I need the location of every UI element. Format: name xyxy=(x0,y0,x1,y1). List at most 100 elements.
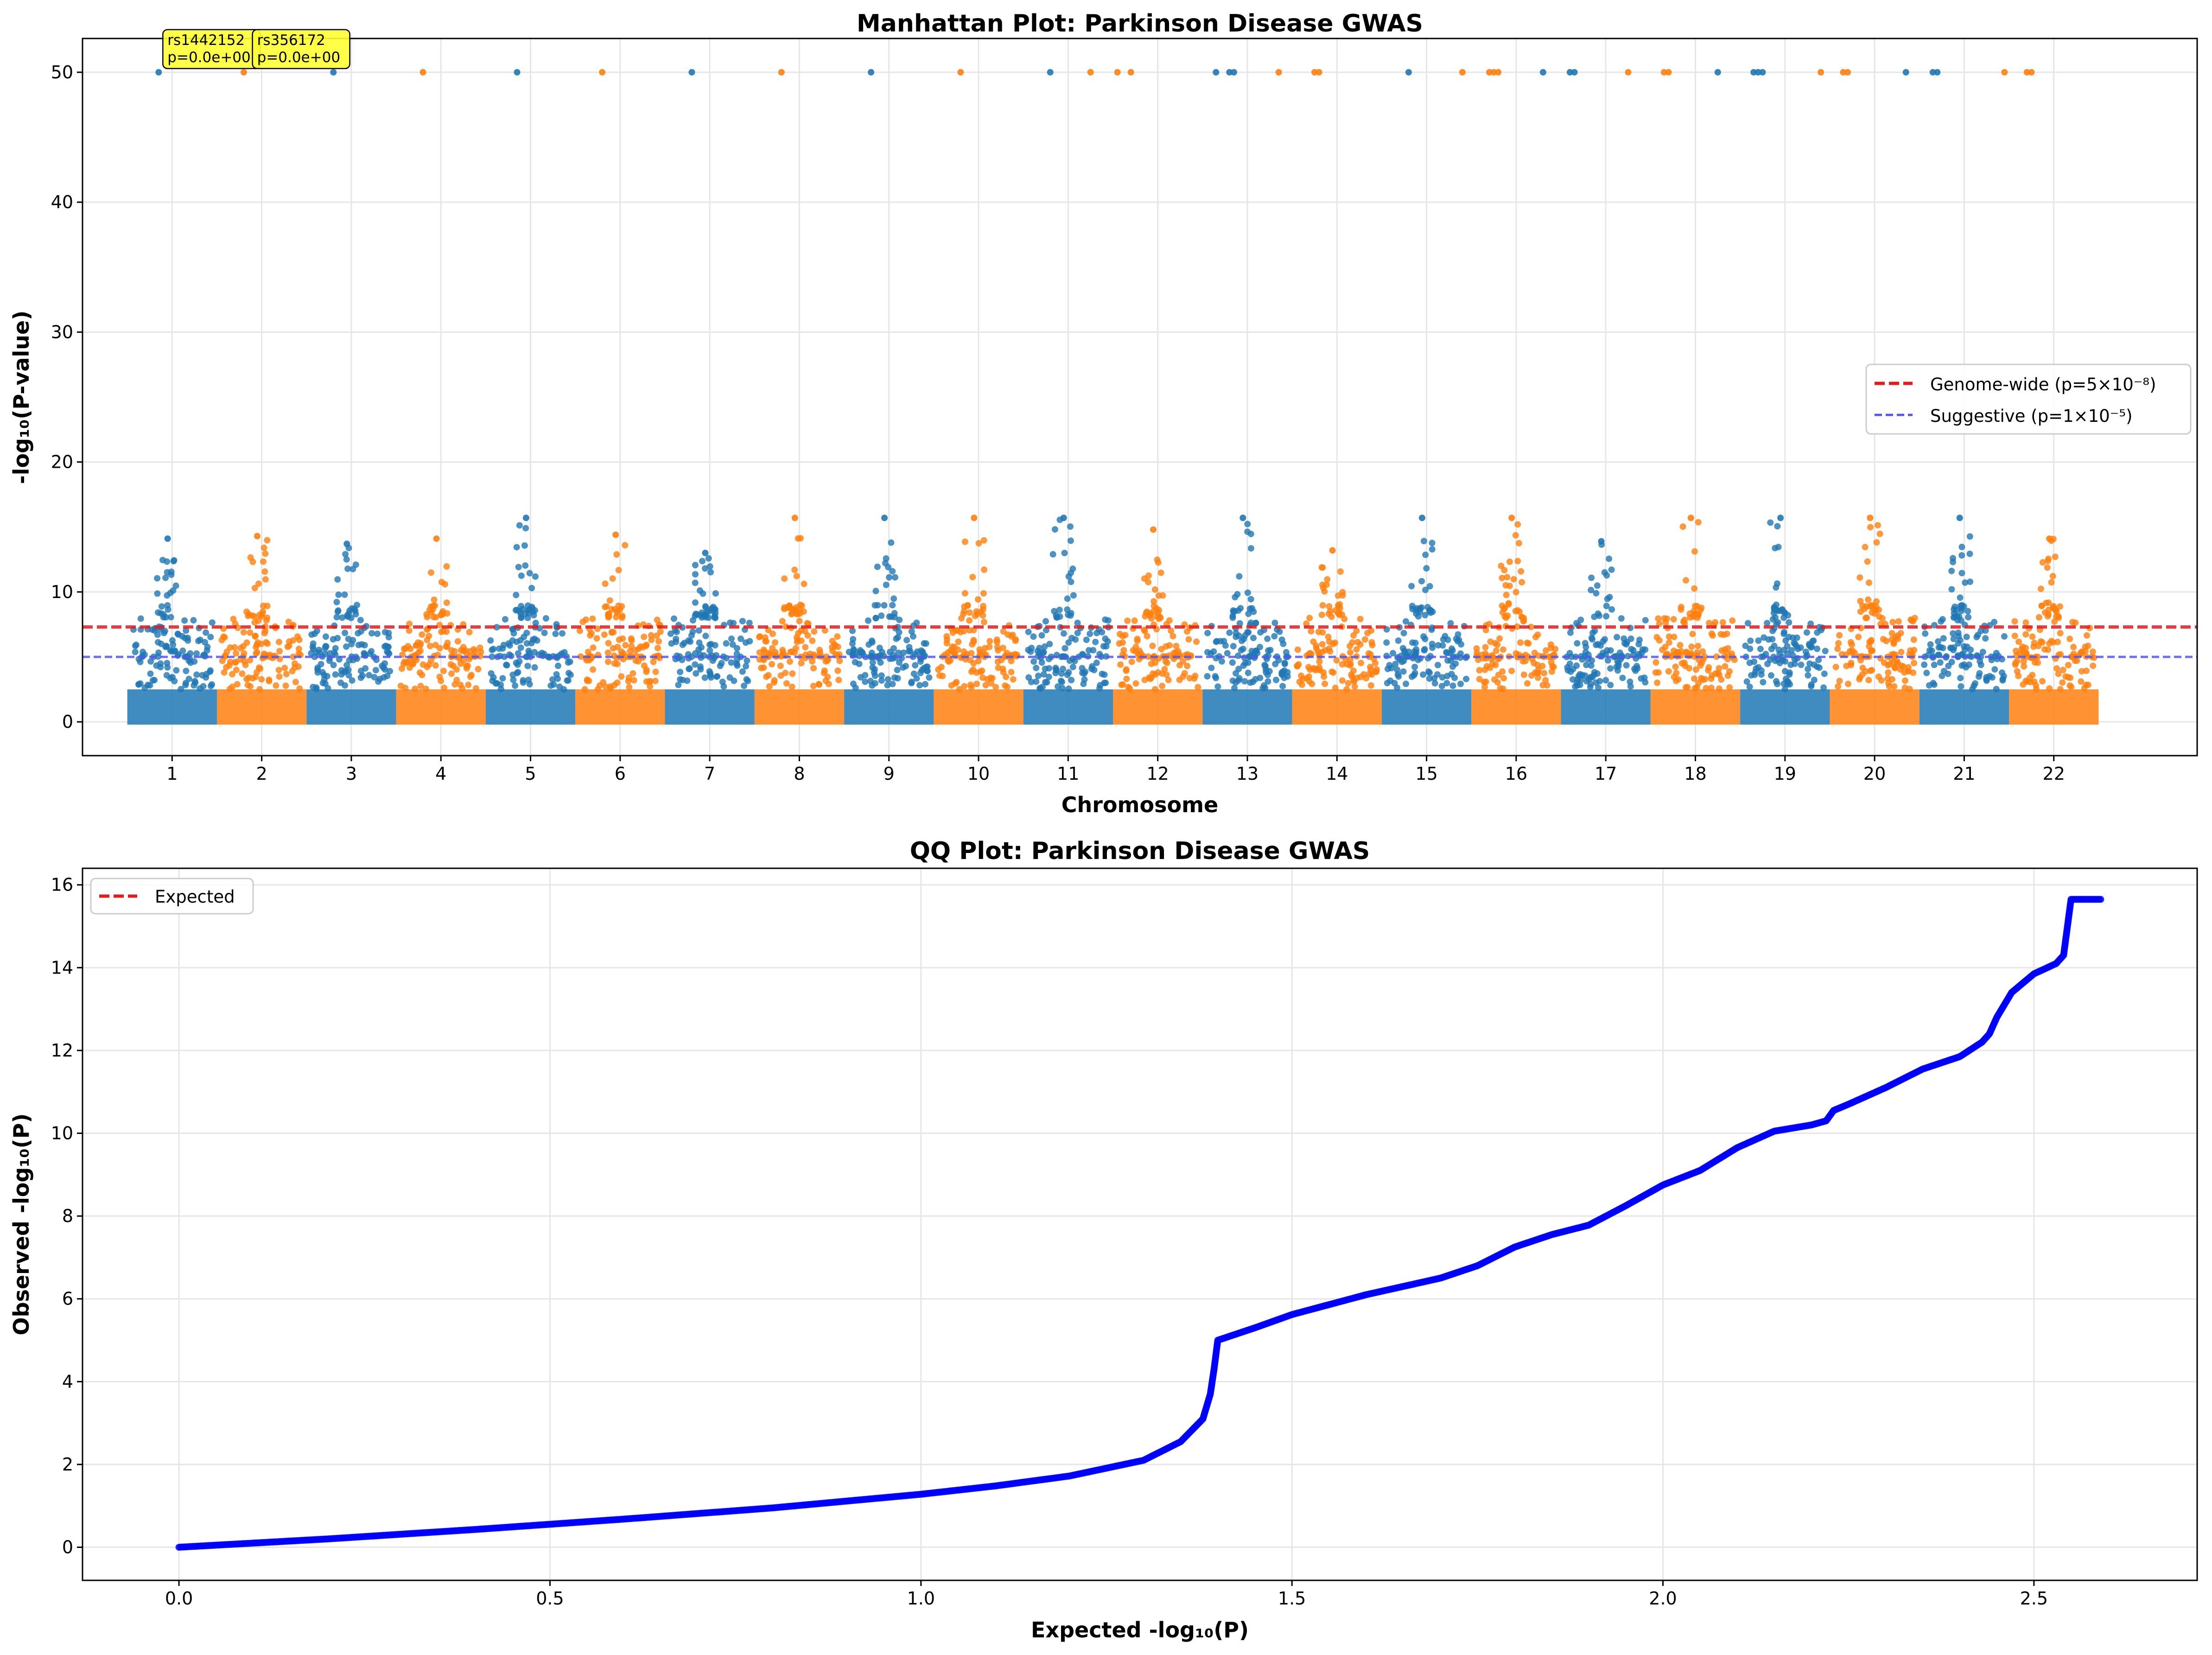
snp-point xyxy=(900,649,907,656)
snp-point xyxy=(525,648,532,655)
snp-point xyxy=(2021,663,2028,670)
snp-point xyxy=(167,675,174,681)
snp-point xyxy=(1963,633,1970,640)
snp-point xyxy=(1070,592,1077,599)
snp-point xyxy=(1885,669,1892,676)
snp-point xyxy=(1500,685,1506,692)
snp-point xyxy=(1524,639,1531,646)
snp-point xyxy=(1157,613,1163,620)
snp-capped-point xyxy=(2001,69,2008,76)
snp-point xyxy=(261,568,268,575)
snp-point xyxy=(793,573,800,579)
snp-point xyxy=(1244,528,1251,535)
snp-point xyxy=(992,684,999,691)
snp-point xyxy=(2015,638,2022,645)
manhattan-y-label: -log₁₀(P-value) xyxy=(9,311,34,484)
snp-point xyxy=(795,535,801,542)
snp-point xyxy=(440,668,447,675)
snp-point xyxy=(420,661,426,668)
snp-point xyxy=(670,615,677,622)
snp-point xyxy=(1236,573,1243,580)
snp-point xyxy=(1931,662,1938,668)
snp-point xyxy=(1910,669,1917,676)
snp-point xyxy=(1935,638,1942,645)
snp-point xyxy=(1120,647,1127,654)
snp-point xyxy=(1845,681,1852,687)
snp-point xyxy=(677,676,684,683)
snp-point xyxy=(1226,629,1233,636)
snp-point xyxy=(1671,633,1678,640)
snp-point xyxy=(1418,578,1425,585)
snp-point xyxy=(698,644,705,651)
snp-point xyxy=(613,614,620,621)
snp-point xyxy=(1350,667,1357,674)
snp-point xyxy=(970,666,977,673)
snp-point xyxy=(627,648,634,655)
snp-peak-point xyxy=(164,535,171,542)
snp-peak-point xyxy=(343,541,350,547)
snp-point xyxy=(183,668,190,675)
snp-point xyxy=(1482,644,1489,651)
snp-point xyxy=(1857,598,1864,605)
snp-point xyxy=(1773,584,1780,591)
snp-point xyxy=(1805,672,1812,679)
snp-point xyxy=(2020,658,2027,665)
snp-point xyxy=(1687,614,1694,621)
snp-point xyxy=(2046,685,2053,692)
snp-point xyxy=(566,658,573,665)
snp-point xyxy=(384,673,391,680)
snp-point xyxy=(1512,532,1519,539)
snp-point xyxy=(1271,633,1278,640)
snp-point xyxy=(1369,642,1376,649)
snp-capped-point xyxy=(2023,69,2030,76)
snp-point xyxy=(1087,630,1093,637)
snp-point xyxy=(2044,613,2051,620)
snp-point xyxy=(2090,662,2097,669)
snp-point xyxy=(1548,668,1555,675)
snp-point xyxy=(1353,627,1360,634)
snp-point xyxy=(1185,636,1192,643)
snp-band xyxy=(754,689,845,725)
snp-capped-point xyxy=(420,69,426,76)
snp-annotation-box xyxy=(252,29,350,70)
snp-point xyxy=(154,631,161,638)
snp-point xyxy=(1570,676,1576,683)
snp-point xyxy=(1821,670,1828,677)
snp-point xyxy=(869,659,876,666)
snp-point xyxy=(1444,673,1451,680)
x-tick-label: 1.5 xyxy=(1278,1588,1306,1609)
x-tick-label: 16 xyxy=(1505,764,1527,784)
snp-point xyxy=(258,676,265,683)
snp-point xyxy=(980,618,987,625)
snp-point xyxy=(1869,647,1876,654)
snp-point xyxy=(609,575,616,582)
snp-point xyxy=(1294,662,1301,669)
snp-capped-point xyxy=(1087,69,1094,76)
snp-point xyxy=(371,674,378,681)
snp-point xyxy=(994,643,1001,650)
snp-point xyxy=(702,603,709,610)
snp-point xyxy=(821,627,828,634)
snp-point xyxy=(381,666,388,673)
snp-point xyxy=(605,640,612,647)
snp-point xyxy=(1118,681,1125,688)
snp-point xyxy=(895,649,902,656)
snp-point xyxy=(1204,630,1211,637)
snp-point xyxy=(681,639,688,646)
snp-point xyxy=(310,640,317,647)
snp-point xyxy=(147,670,154,677)
snp-point xyxy=(1395,673,1402,680)
snp-point xyxy=(1235,632,1242,639)
snp-point xyxy=(804,632,811,639)
snp-point xyxy=(1955,640,1962,647)
snp-point xyxy=(426,643,433,649)
snp-point xyxy=(275,638,282,645)
snp-point xyxy=(607,685,614,692)
y-tick-label: 4 xyxy=(62,1371,73,1392)
snp-peak-point xyxy=(881,515,888,522)
snp-point xyxy=(514,669,521,676)
snp-point xyxy=(914,648,921,655)
snp-point xyxy=(424,637,431,643)
snp-point xyxy=(1723,630,1730,637)
snp-point xyxy=(1608,606,1615,613)
